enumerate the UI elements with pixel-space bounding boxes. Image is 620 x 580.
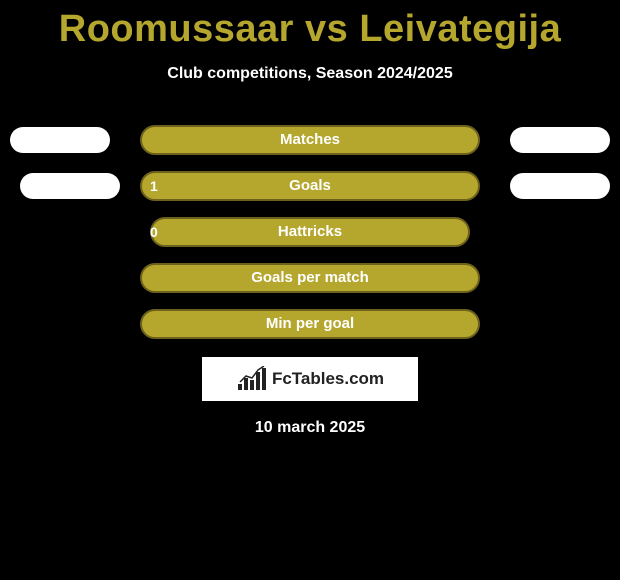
stat-row: Goals1 bbox=[0, 171, 620, 201]
center-bar bbox=[140, 125, 480, 155]
stat-row: Matches bbox=[0, 125, 620, 155]
left-pill bbox=[20, 173, 120, 199]
logo-text: FcTables.com bbox=[272, 369, 384, 389]
page-title: Roomussaar vs Leivategija bbox=[0, 0, 620, 51]
center-bar bbox=[140, 171, 480, 201]
logo-box: FcTables.com bbox=[202, 357, 418, 401]
left-pill bbox=[10, 127, 110, 153]
stat-row: Hattricks0 bbox=[0, 217, 620, 247]
stat-row: Goals per match bbox=[0, 263, 620, 293]
center-bar bbox=[140, 309, 480, 339]
center-bar bbox=[150, 217, 470, 247]
fctables-bars-icon bbox=[236, 366, 268, 392]
left-value: 0 bbox=[150, 217, 158, 247]
right-pill bbox=[510, 173, 610, 199]
left-value: 1 bbox=[150, 171, 158, 201]
stat-row: Min per goal bbox=[0, 309, 620, 339]
right-pill bbox=[510, 127, 610, 153]
date-text: 10 march 2025 bbox=[0, 419, 620, 437]
subtitle: Club competitions, Season 2024/2025 bbox=[0, 65, 620, 83]
center-bar-wrap: Hattricks bbox=[140, 217, 480, 247]
comparison-chart: Matches Goals1 Hattricks0 Goals per match Mi… bbox=[0, 125, 620, 339]
center-bar bbox=[140, 263, 480, 293]
center-bar-wrap: Matches bbox=[140, 125, 480, 155]
center-bar-wrap: Goals bbox=[140, 171, 480, 201]
center-bar-wrap: Min per goal bbox=[140, 309, 480, 339]
center-bar-wrap: Goals per match bbox=[140, 263, 480, 293]
